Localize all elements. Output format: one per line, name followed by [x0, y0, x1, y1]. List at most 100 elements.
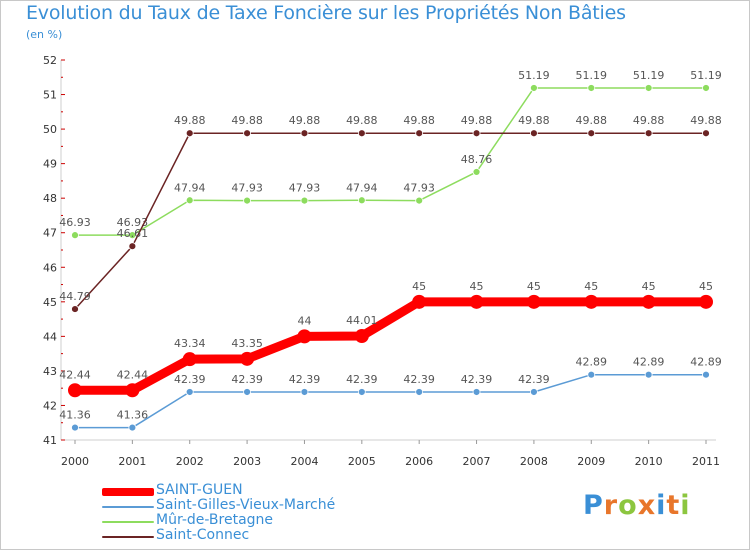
legend-label: Mûr-de-Bretagne — [156, 512, 274, 528]
x-tick-label: 2001 — [118, 455, 146, 468]
y-tick-label: 49 — [43, 158, 57, 171]
data-label: 43.34 — [174, 337, 206, 350]
data-point — [412, 294, 427, 309]
data-label: 51.19 — [690, 69, 722, 82]
data-point — [71, 423, 79, 432]
data-label: 42.39 — [346, 373, 378, 386]
y-axis-unit: (en %) — [26, 28, 63, 41]
data-label: 47.94 — [346, 181, 378, 194]
data-label: 44.01 — [346, 314, 378, 327]
data-point — [71, 305, 79, 313]
data-point — [68, 383, 82, 398]
x-tick-label: 2002 — [176, 455, 204, 468]
x-tick-label: 2006 — [405, 455, 433, 468]
data-label: 49.88 — [289, 114, 321, 127]
data-label: 47.93 — [403, 182, 435, 195]
x-tick-label: 2008 — [520, 455, 548, 468]
data-point — [243, 196, 251, 205]
data-point — [128, 231, 137, 240]
data-point — [125, 383, 140, 398]
series-saint-gilles-vieux-march-: 41.36 41.36 42.39 42.39 42.39 42.39 42.39 42.39… — [59, 356, 722, 432]
data-label: 41.36 — [117, 409, 149, 422]
y-tick-label: 51 — [43, 89, 57, 102]
data-point — [300, 129, 309, 138]
legend-swatch — [102, 521, 154, 523]
data-point — [354, 329, 369, 344]
series-m-r-de-bretagne: 46.93 46.93 47.94 47.93 47.93 47.94 47.93 48.76… — [59, 69, 722, 240]
data-label: 42.39 — [461, 373, 493, 386]
data-label: 51.19 — [576, 69, 608, 82]
data-point — [357, 196, 366, 205]
data-label: 47.94 — [174, 181, 206, 194]
series-line — [74, 373, 707, 429]
data-label: 49.88 — [690, 114, 722, 127]
data-label: 46.93 — [117, 216, 149, 229]
series-line — [74, 132, 707, 310]
data-label: 49.88 — [518, 114, 550, 127]
data-point — [185, 388, 194, 396]
data-label: 42.89 — [633, 356, 665, 369]
data-point — [297, 329, 312, 344]
data-label: 42.39 — [518, 373, 550, 386]
data-label: 42.39 — [231, 373, 263, 386]
data-label: 45 — [642, 280, 656, 293]
x-tick-label: 2011 — [692, 455, 720, 468]
data-point — [702, 84, 710, 92]
data-label: 46.93 — [59, 216, 91, 229]
data-point — [644, 370, 653, 379]
data-point — [357, 388, 366, 396]
chart-title: Evolution du Taux de Taxe Foncière sur l… — [26, 2, 626, 24]
data-point — [71, 231, 79, 240]
data-label: 49.88 — [346, 114, 378, 127]
y-tick-label: 46 — [43, 261, 57, 274]
data-point — [182, 352, 197, 367]
legend-label: SAINT-GUEN — [156, 482, 243, 498]
data-point — [128, 242, 137, 251]
data-point — [243, 388, 251, 396]
legend-label: Saint-Connec — [156, 527, 250, 543]
data-point — [300, 388, 309, 396]
data-point — [357, 129, 366, 138]
data-label: 49.88 — [174, 114, 206, 127]
data-label: 42.39 — [289, 373, 321, 386]
data-point — [300, 196, 309, 205]
data-point — [469, 294, 484, 309]
data-point — [699, 294, 713, 309]
y-tick-label: 52 — [43, 54, 57, 67]
legend-swatch — [102, 506, 154, 508]
y-tick-label: 42 — [43, 399, 57, 412]
legend-label: Saint-Gilles-Vieux-Marché — [156, 497, 336, 513]
y-tick-label: 43 — [43, 365, 57, 378]
data-label: 41.36 — [59, 409, 91, 422]
proxiti-logo: Proxiti — [583, 490, 691, 521]
data-label: 42.44 — [117, 368, 149, 381]
data-point — [128, 423, 137, 432]
series-line — [70, 297, 711, 395]
data-label: 45 — [470, 280, 484, 293]
data-label: 45 — [699, 280, 713, 293]
data-label: 47.93 — [231, 182, 263, 195]
logo-letter: x — [637, 490, 657, 521]
data-label: 42.39 — [174, 373, 206, 386]
y-tick-label: 48 — [43, 192, 57, 205]
data-label: 49.88 — [403, 114, 435, 127]
logo-letter: t — [666, 490, 681, 521]
y-tick-label: 41 — [43, 434, 57, 447]
x-tick-label: 2007 — [463, 455, 491, 468]
data-label: 49.88 — [231, 114, 263, 127]
data-point — [530, 129, 538, 138]
data-label: 45 — [584, 280, 598, 293]
data-point — [530, 84, 538, 92]
data-label: 49.88 — [461, 114, 493, 127]
logo-letter: i — [656, 490, 667, 521]
data-label: 43.35 — [231, 337, 263, 350]
data-label: 44 — [297, 314, 311, 327]
data-label: 42.39 — [403, 373, 435, 386]
x-tick-label: 2000 — [61, 455, 89, 468]
data-point — [185, 196, 194, 205]
logo-letter: P — [583, 490, 604, 521]
y-tick-label: 47 — [43, 227, 57, 240]
data-point — [587, 370, 596, 379]
x-tick-label: 2010 — [635, 455, 663, 468]
data-label: 49.88 — [633, 114, 665, 127]
